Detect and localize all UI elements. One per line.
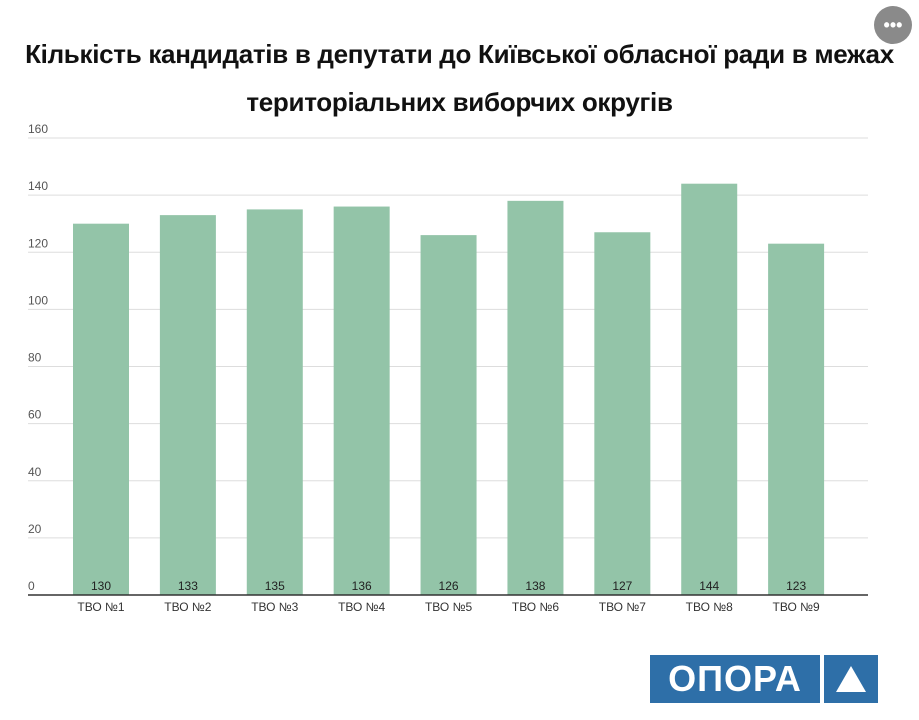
x-tick-label: ТВО №6 xyxy=(512,600,559,614)
bar xyxy=(159,215,216,595)
data-label: 123 xyxy=(786,579,806,593)
x-tick-label: ТВО №2 xyxy=(164,600,211,614)
data-label: 130 xyxy=(91,579,111,593)
data-label: 144 xyxy=(699,579,719,593)
bar xyxy=(420,235,477,596)
y-tick-label: 60 xyxy=(28,408,42,422)
x-tick-label: ТВО №8 xyxy=(686,600,733,614)
x-tick-label: ТВО №7 xyxy=(599,600,646,614)
x-tick-label: ТВО №4 xyxy=(338,600,385,614)
more-options-button[interactable]: ••• xyxy=(874,6,912,44)
data-label: 138 xyxy=(525,579,545,593)
logo-text: ОПОРА xyxy=(650,655,820,703)
y-tick-label: 40 xyxy=(28,465,42,479)
x-tick-label: ТВО №5 xyxy=(425,600,472,614)
y-tick-label: 80 xyxy=(28,351,42,365)
bar xyxy=(768,243,825,595)
data-label: 136 xyxy=(352,579,372,593)
x-tick-label: ТВО №3 xyxy=(251,600,298,614)
data-label: 133 xyxy=(178,579,198,593)
x-tick-label: ТВО №1 xyxy=(77,600,124,614)
y-tick-label: 100 xyxy=(28,293,48,307)
y-tick-label: 160 xyxy=(28,122,48,136)
data-label: 135 xyxy=(265,579,285,593)
bar xyxy=(246,209,303,595)
bar xyxy=(594,232,651,595)
y-tick-label: 120 xyxy=(28,236,48,250)
triangle-up-icon xyxy=(824,655,878,703)
opora-logo: ОПОРА xyxy=(650,655,878,703)
y-tick-label: 20 xyxy=(28,522,42,536)
y-tick-label: 0 xyxy=(28,579,35,593)
more-horizontal-icon: ••• xyxy=(883,14,903,35)
bar xyxy=(681,183,738,595)
bar xyxy=(73,223,129,595)
x-tick-label: ТВО №9 xyxy=(773,600,820,614)
chart-title: Кількість кандидатів в депутати до Київс… xyxy=(25,39,894,117)
data-label: 126 xyxy=(439,579,459,593)
data-label: 127 xyxy=(612,579,632,593)
y-tick-label: 140 xyxy=(28,179,48,193)
bar xyxy=(507,200,564,595)
bar xyxy=(333,206,390,596)
